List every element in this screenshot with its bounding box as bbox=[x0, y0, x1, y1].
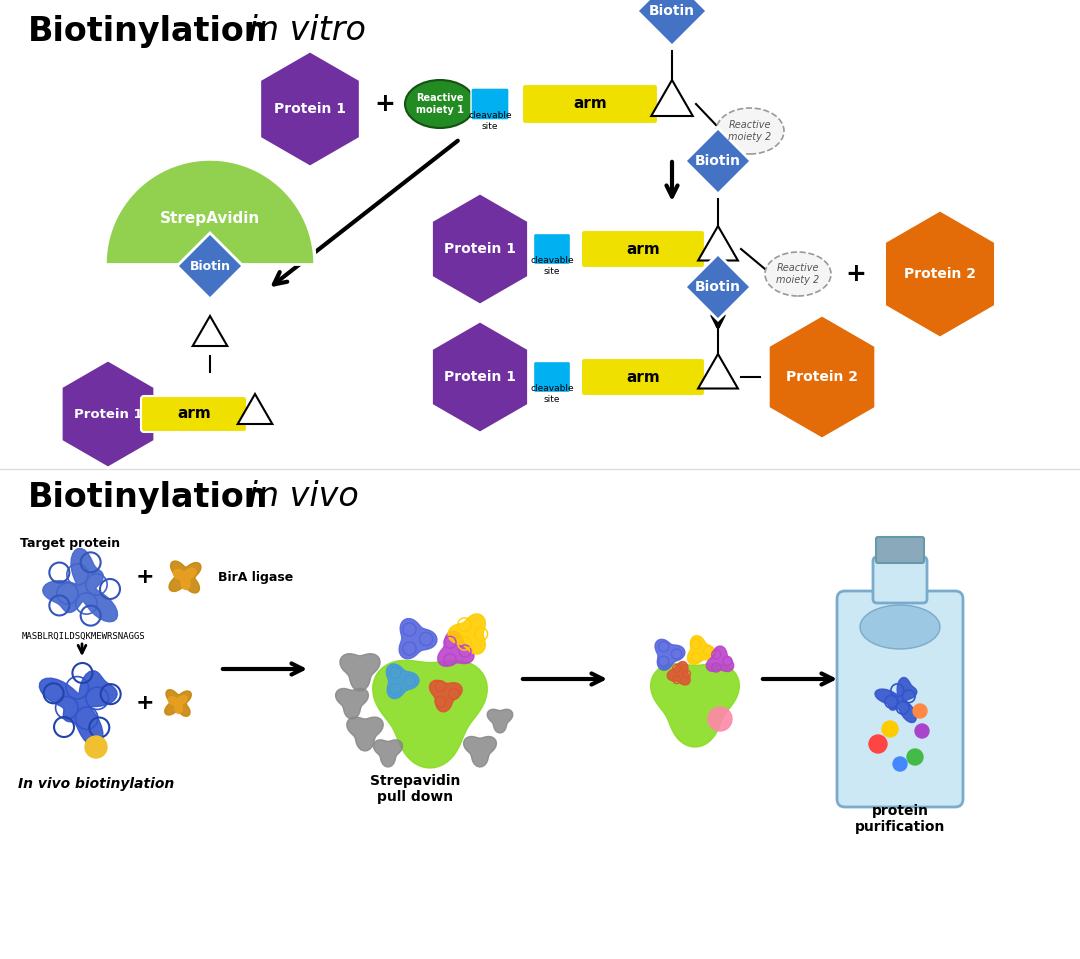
Polygon shape bbox=[192, 316, 227, 346]
Text: Protein 1: Protein 1 bbox=[444, 242, 516, 256]
Polygon shape bbox=[463, 737, 497, 767]
Text: +: + bbox=[375, 92, 395, 116]
Text: Reactive
moiety 1: Reactive moiety 1 bbox=[416, 93, 464, 115]
Text: arm: arm bbox=[177, 407, 211, 422]
Text: In vivo biotinylation: In vivo biotinylation bbox=[18, 777, 174, 791]
FancyBboxPatch shape bbox=[471, 88, 509, 120]
Polygon shape bbox=[39, 670, 117, 747]
Text: cleavable
site: cleavable site bbox=[469, 111, 512, 130]
Polygon shape bbox=[698, 354, 738, 388]
Polygon shape bbox=[430, 680, 462, 712]
Ellipse shape bbox=[765, 252, 831, 296]
Text: Biotinylation: Biotinylation bbox=[28, 14, 269, 48]
Text: Protein 2: Protein 2 bbox=[904, 267, 976, 281]
Ellipse shape bbox=[860, 605, 940, 649]
Text: Protein 1: Protein 1 bbox=[444, 370, 516, 384]
Text: +: + bbox=[846, 262, 866, 286]
Text: Protein 2: Protein 2 bbox=[786, 370, 858, 384]
Polygon shape bbox=[373, 661, 487, 768]
FancyBboxPatch shape bbox=[837, 591, 963, 807]
Circle shape bbox=[907, 749, 923, 765]
Polygon shape bbox=[173, 568, 195, 590]
Polygon shape bbox=[875, 678, 917, 722]
Polygon shape bbox=[656, 640, 685, 670]
Polygon shape bbox=[432, 193, 528, 305]
Circle shape bbox=[893, 757, 907, 771]
Text: Target protein: Target protein bbox=[21, 537, 120, 550]
Circle shape bbox=[85, 736, 107, 758]
Polygon shape bbox=[637, 0, 707, 46]
Polygon shape bbox=[387, 664, 419, 698]
Polygon shape bbox=[400, 619, 437, 659]
FancyBboxPatch shape bbox=[534, 233, 570, 265]
Polygon shape bbox=[448, 614, 485, 654]
Text: protein
purification: protein purification bbox=[854, 804, 945, 834]
Polygon shape bbox=[487, 710, 513, 733]
Text: arm: arm bbox=[626, 242, 660, 256]
Polygon shape bbox=[688, 636, 716, 665]
Text: arm: arm bbox=[573, 97, 607, 111]
Text: MASBLRQILDSQKMEWRSNAGGS: MASBLRQILDSQKMEWRSNAGGS bbox=[22, 631, 146, 641]
FancyBboxPatch shape bbox=[522, 84, 658, 124]
Polygon shape bbox=[336, 689, 368, 719]
Text: +: + bbox=[136, 693, 154, 713]
Polygon shape bbox=[768, 315, 876, 439]
Text: Reactive
moiety 2: Reactive moiety 2 bbox=[777, 263, 820, 285]
Text: Protein 1: Protein 1 bbox=[274, 102, 346, 116]
Polygon shape bbox=[177, 233, 243, 299]
Circle shape bbox=[869, 735, 887, 753]
Polygon shape bbox=[168, 695, 187, 713]
Polygon shape bbox=[651, 80, 692, 116]
Polygon shape bbox=[340, 654, 380, 690]
Text: Strepavidin
pull down: Strepavidin pull down bbox=[369, 774, 460, 804]
Text: Biotin: Biotin bbox=[189, 260, 230, 272]
Ellipse shape bbox=[405, 80, 475, 128]
FancyBboxPatch shape bbox=[873, 557, 927, 603]
Text: Biotin: Biotin bbox=[649, 4, 696, 18]
Polygon shape bbox=[62, 360, 154, 468]
Polygon shape bbox=[260, 51, 361, 167]
Text: cleavable
site: cleavable site bbox=[530, 385, 573, 404]
Text: in vivo: in vivo bbox=[238, 480, 359, 513]
Circle shape bbox=[882, 721, 897, 737]
Circle shape bbox=[913, 704, 927, 718]
FancyBboxPatch shape bbox=[876, 537, 924, 563]
Text: arm: arm bbox=[626, 369, 660, 385]
Ellipse shape bbox=[716, 108, 784, 154]
Polygon shape bbox=[105, 159, 315, 264]
Circle shape bbox=[708, 707, 732, 731]
FancyBboxPatch shape bbox=[141, 396, 247, 432]
Text: BirA ligase: BirA ligase bbox=[218, 571, 294, 583]
Text: cleavable
site: cleavable site bbox=[530, 256, 573, 275]
Polygon shape bbox=[698, 226, 738, 261]
Polygon shape bbox=[685, 128, 751, 194]
Polygon shape bbox=[685, 254, 751, 320]
Text: Protein 1: Protein 1 bbox=[73, 408, 143, 420]
FancyBboxPatch shape bbox=[534, 362, 570, 392]
Polygon shape bbox=[667, 662, 690, 685]
Polygon shape bbox=[43, 549, 118, 621]
FancyBboxPatch shape bbox=[581, 358, 705, 396]
Polygon shape bbox=[347, 717, 383, 751]
Polygon shape bbox=[650, 664, 740, 747]
Text: +: + bbox=[136, 567, 154, 587]
Polygon shape bbox=[432, 321, 528, 433]
Polygon shape bbox=[238, 394, 272, 424]
Text: Biotin: Biotin bbox=[696, 280, 741, 294]
Polygon shape bbox=[164, 690, 191, 716]
Polygon shape bbox=[885, 210, 996, 338]
Polygon shape bbox=[706, 646, 733, 671]
Circle shape bbox=[915, 724, 929, 738]
FancyBboxPatch shape bbox=[581, 230, 705, 268]
Text: Reactive
moiety 2: Reactive moiety 2 bbox=[728, 120, 771, 142]
Polygon shape bbox=[374, 739, 403, 767]
Polygon shape bbox=[170, 561, 201, 593]
Text: Biotin: Biotin bbox=[696, 154, 741, 168]
Text: in vitro: in vitro bbox=[238, 14, 366, 48]
Text: StrepAvidin: StrepAvidin bbox=[160, 212, 260, 226]
Text: Biotinylation: Biotinylation bbox=[28, 480, 269, 513]
Polygon shape bbox=[437, 631, 474, 667]
